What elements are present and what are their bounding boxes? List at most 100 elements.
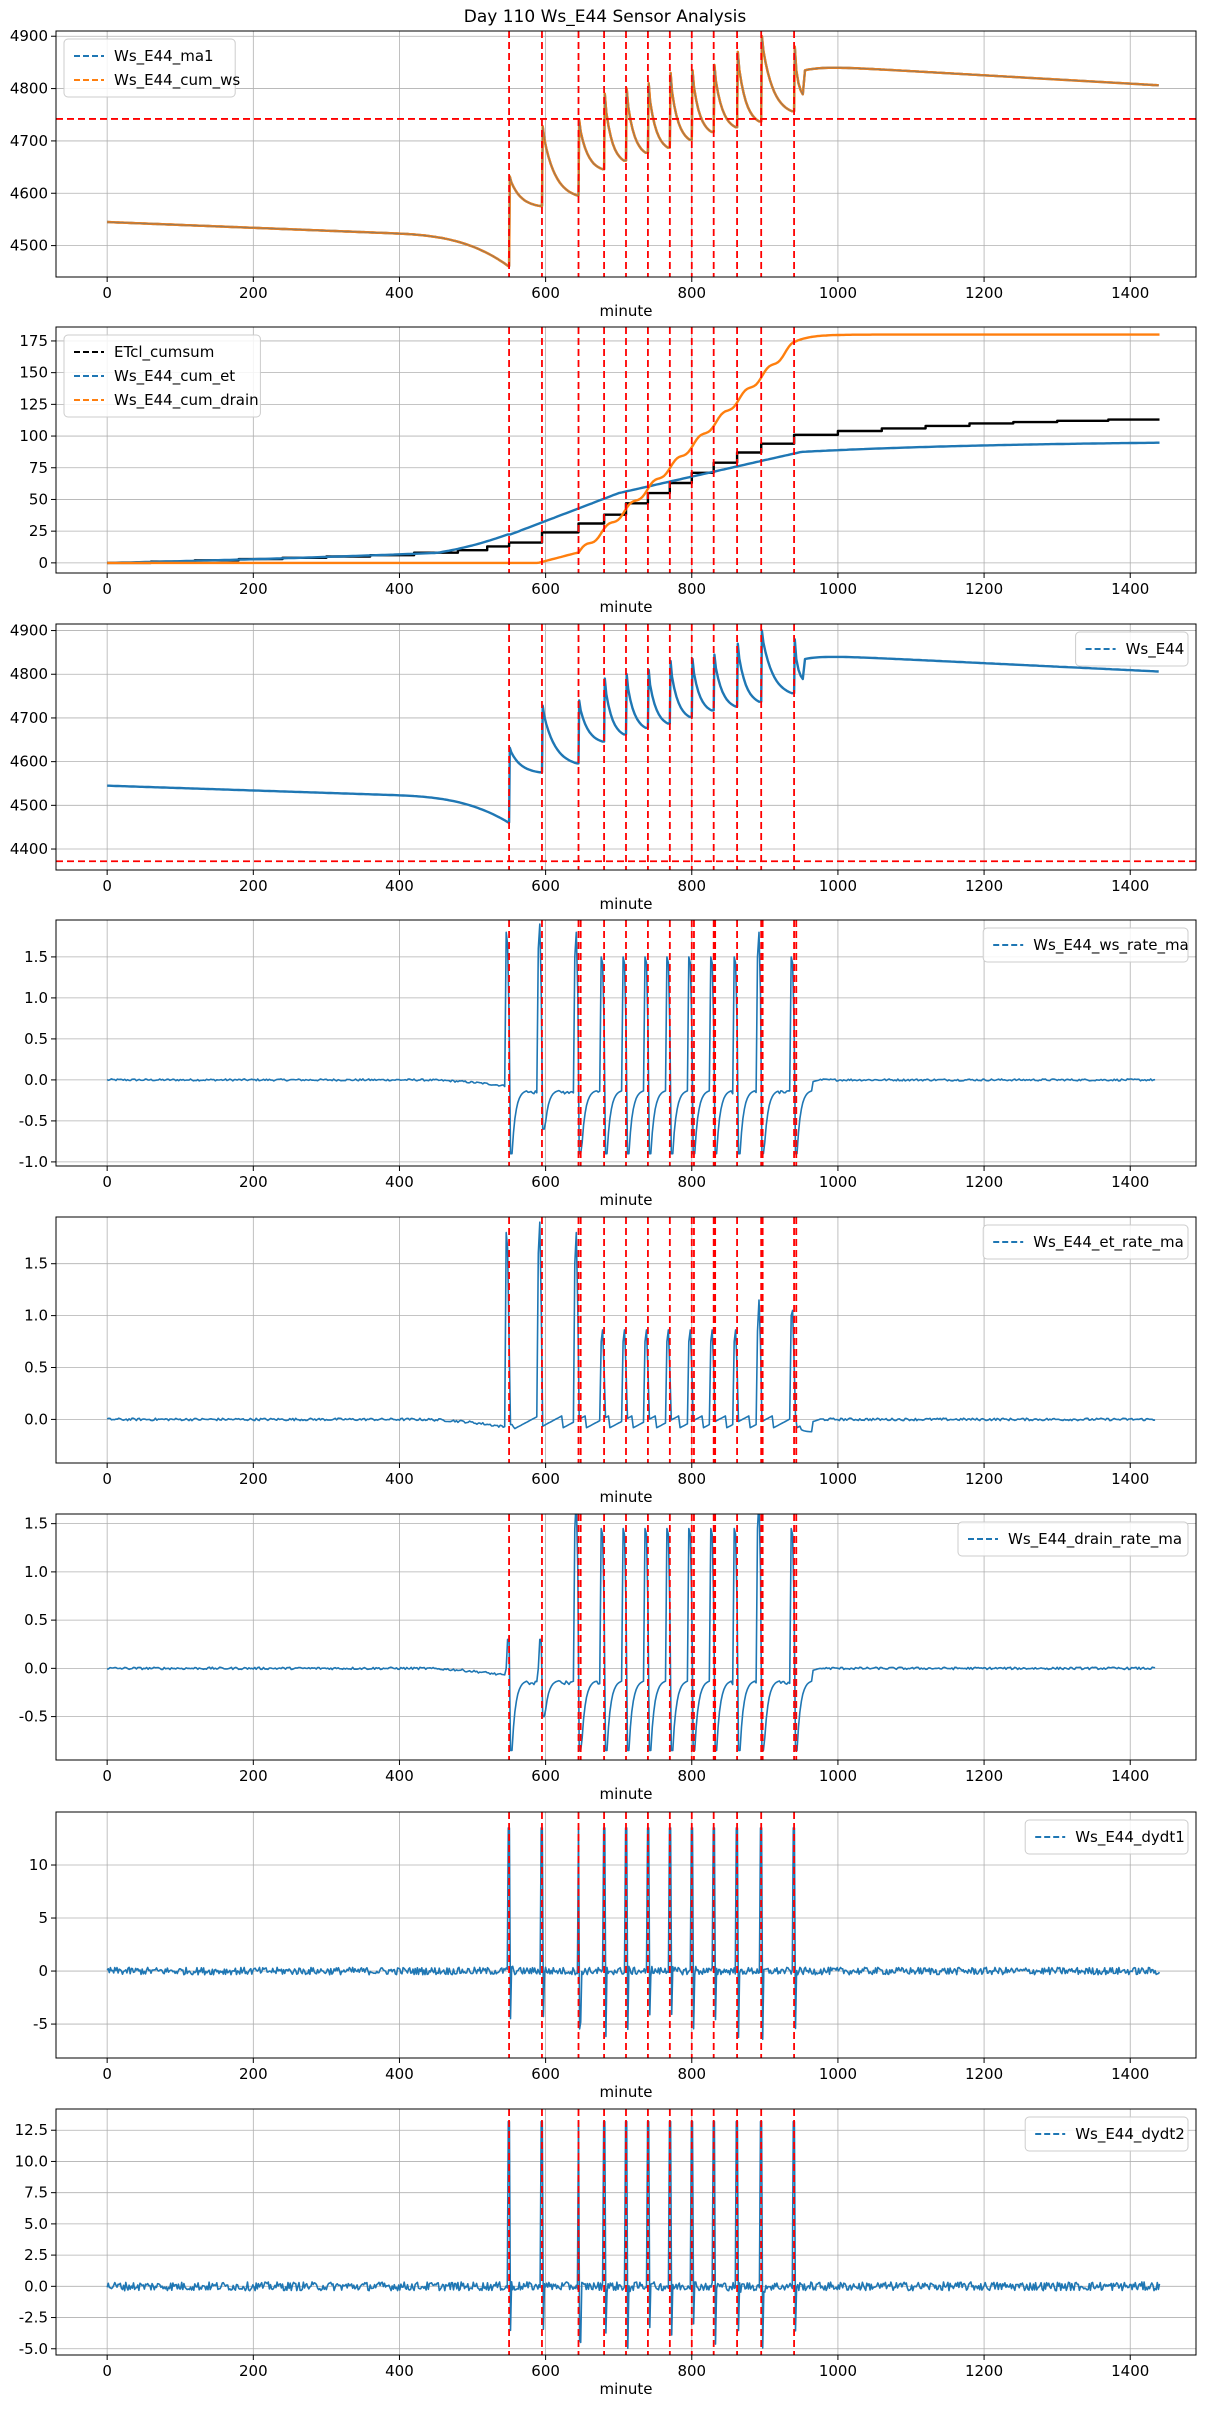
x-tick-label: 1200 — [965, 2065, 1003, 2083]
y-tick-label: -2.5 — [19, 2309, 48, 2327]
legend: Ws_E44_ws_rate_ma — [982, 927, 1189, 963]
x-tick-label: 600 — [531, 2065, 560, 2083]
y-tick-label: 0.0 — [24, 1659, 48, 1677]
x-tick-label: 600 — [531, 580, 560, 598]
axes-frame — [55, 1216, 1197, 1464]
x-tick-label: 400 — [385, 2362, 414, 2380]
y-tick-label: 7.5 — [24, 2184, 48, 2202]
y-tick-label: 4800 — [10, 80, 48, 98]
plot-area — [106, 2109, 1161, 2355]
x-tick-label: 400 — [385, 1470, 414, 1488]
x-tick-label: 400 — [385, 2065, 414, 2083]
y-tick-label: 150 — [19, 364, 48, 382]
legend-entry: Ws_E44_dydt2 — [1075, 2125, 1185, 2144]
x-axis-label: minute — [600, 1488, 653, 1506]
y-tick-label: -0.5 — [19, 1112, 48, 1130]
y-tick-label: 100 — [19, 427, 48, 445]
x-tick-label: 1400 — [1111, 877, 1149, 895]
axes-frame — [55, 2108, 1197, 2356]
series-line-Ws_E44_ws_rate_ma — [106, 923, 1156, 1155]
figure-title: Day 110 Ws_E44 Sensor Analysis — [464, 7, 747, 27]
x-tick-label: 1000 — [819, 1767, 857, 1785]
y-tick-label: -1.0 — [19, 1153, 48, 1171]
x-tick-label: 600 — [531, 1470, 560, 1488]
axes-frame — [55, 1513, 1197, 1761]
plot-area — [106, 920, 1156, 1166]
legend-box — [982, 927, 1189, 963]
series-line-Ws_E44_ma1 — [107, 35, 1159, 268]
x-tick-label: 800 — [677, 580, 706, 598]
legend-box — [1024, 1819, 1189, 1855]
x-tick-label: 200 — [239, 2065, 268, 2083]
series-line-Ws_E44_dydt1 — [106, 1827, 1161, 2040]
x-tick-label: 1400 — [1111, 1470, 1149, 1488]
x-tick-label: 800 — [677, 1767, 706, 1785]
legend-entry: Ws_E44_et_rate_ma — [1033, 1233, 1184, 1252]
x-tick-label: 1400 — [1111, 1173, 1149, 1191]
x-tick-label: 200 — [239, 1173, 268, 1191]
x-tick-label: 0 — [102, 1470, 112, 1488]
y-tick-label: 4400 — [10, 840, 48, 858]
x-tick-label: 0 — [102, 2362, 112, 2380]
series-line-Ws_E44_cum_drain — [107, 333, 1160, 565]
y-tick-label: -5 — [33, 2015, 48, 2033]
y-tick-label: 0.0 — [24, 1071, 48, 1089]
x-tick-label: 1000 — [819, 580, 857, 598]
legend: Ws_E44_ma1 Ws_E44_cum_ws — [63, 38, 240, 98]
x-tick-label: 1200 — [965, 1767, 1003, 1785]
legend: Ws_E44_drain_rate_ma — [957, 1521, 1189, 1557]
series-line-Ws_E44_drain_rate_ma — [106, 1514, 1156, 1752]
y-tick-label: 5 — [38, 1909, 48, 1927]
y-tick-label: 4900 — [10, 27, 48, 45]
x-tick-label: 400 — [385, 1173, 414, 1191]
y-tick-label: 4500 — [10, 237, 48, 255]
x-tick-label: 1200 — [965, 877, 1003, 895]
y-tick-label: -0.5 — [19, 1708, 48, 1726]
legend-entry: Ws_E44_cum_et — [114, 367, 235, 386]
y-tick-label: 75 — [29, 459, 48, 477]
x-tick-label: 1000 — [819, 284, 857, 302]
x-tick-label: 200 — [239, 580, 268, 598]
y-tick-label: 4900 — [10, 622, 48, 640]
plot-area — [56, 624, 1196, 870]
x-tick-label: 800 — [677, 284, 706, 302]
x-tick-label: 800 — [677, 2065, 706, 2083]
chart-panel-7: 0 200 400 600 800 1000 1200 1400 -5 0 5 10 minute Ws_… — [29, 1811, 1197, 2101]
x-tick-label: 0 — [102, 1767, 112, 1785]
plot-area — [107, 327, 1160, 573]
legend: Ws_E44_dydt1 — [1024, 1819, 1189, 1855]
x-tick-label: 800 — [677, 1470, 706, 1488]
legend-entry: Ws_E44_dydt1 — [1075, 1828, 1185, 1847]
y-tick-label: 50 — [29, 490, 48, 508]
chart-panel-1: 0 200 400 600 800 1000 1200 1400 4500 4600 4700 480… — [10, 27, 1197, 320]
legend-entry: Ws_E44_cum_drain — [114, 391, 259, 410]
x-tick-label: 600 — [531, 877, 560, 895]
series-line-Ws_E44_cum_ws — [107, 35, 1159, 268]
x-axis-label: minute — [600, 598, 653, 616]
chart-panel-5: 0 200 400 600 800 1000 1200 1400 0.0 0.5 1.0 1.5 min… — [24, 1216, 1197, 1506]
x-tick-label: 800 — [677, 2362, 706, 2380]
x-tick-label: 600 — [531, 1173, 560, 1191]
axes-frame — [55, 1811, 1197, 2059]
x-axis-label: minute — [600, 2083, 653, 2101]
x-tick-label: 400 — [385, 1767, 414, 1785]
x-tick-label: 200 — [239, 284, 268, 302]
x-tick-label: 1000 — [819, 2362, 857, 2380]
chart-panel-6: 0 200 400 600 800 1000 1200 1400 -0.5 0.0 0.5 1.0 1.… — [19, 1513, 1197, 1803]
y-tick-label: 0.5 — [24, 1611, 48, 1629]
axes-frame — [55, 919, 1197, 1167]
x-tick-label: 1000 — [819, 1173, 857, 1191]
x-tick-label: 0 — [102, 1173, 112, 1191]
x-tick-label: 1200 — [965, 580, 1003, 598]
y-tick-label: 4700 — [10, 709, 48, 727]
y-tick-label: 1.5 — [24, 1255, 48, 1273]
x-axis-label: minute — [600, 302, 653, 320]
legend-entry: Ws_E44 — [1126, 640, 1185, 659]
y-tick-label: 1.0 — [24, 989, 48, 1007]
x-tick-label: 200 — [239, 2362, 268, 2380]
x-tick-label: 400 — [385, 284, 414, 302]
x-tick-label: 0 — [102, 580, 112, 598]
series-line-ma1-edge — [107, 36, 1159, 267]
y-tick-label: 2.5 — [24, 2246, 48, 2264]
